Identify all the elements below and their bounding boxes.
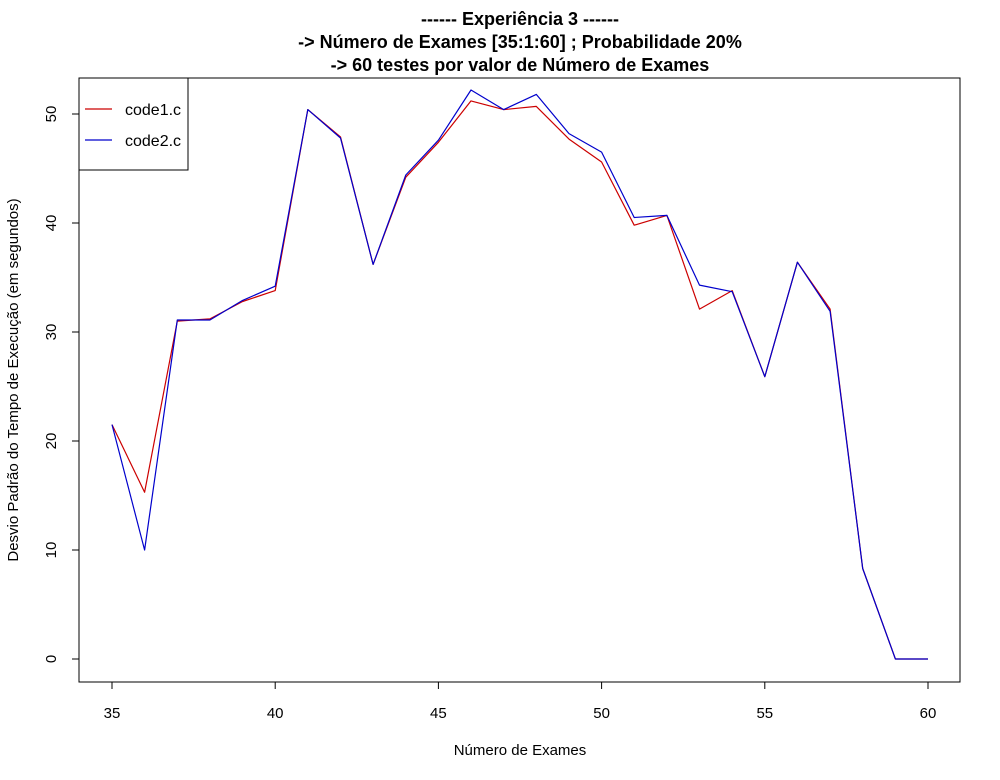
chart-title-line-1: ------ Experiência 3 ------ — [421, 9, 619, 29]
chart-title-line-3: -> 60 testes por valor de Número de Exam… — [331, 55, 710, 75]
legend: code1.c code2.c — [78, 77, 189, 171]
plot-frame — [78, 77, 961, 683]
x-tick-label: 40 — [267, 705, 284, 722]
series-line-code1-c — [111, 100, 928, 660]
x-tick-label: 60 — [920, 705, 937, 722]
legend-box — [78, 77, 189, 171]
y-tick-label: 0 — [43, 655, 60, 663]
y-tick-label: 40 — [43, 215, 60, 232]
x-tick-label: 35 — [104, 705, 121, 722]
x-tick-label: 50 — [593, 705, 610, 722]
x-axis-label: Número de Exames — [454, 742, 587, 759]
chart-title-line-2: -> Número de Exames [35:1:60] ; Probabil… — [298, 32, 742, 52]
x-axis: 35 40 45 50 55 60 — [104, 681, 937, 722]
y-tick-label: 10 — [43, 542, 60, 559]
y-tick-label: 30 — [43, 324, 60, 341]
y-tick-label: 50 — [43, 106, 60, 123]
y-tick-label: 20 — [43, 433, 60, 450]
y-axis-label: Desvio Padrão do Tempo de Execução (em s… — [5, 198, 22, 561]
series-line-code2-c — [111, 89, 928, 660]
legend-label-code2: code2.c — [125, 133, 181, 150]
y-axis: 0 10 20 30 40 50 — [43, 106, 80, 663]
legend-label-code1: code1.c — [125, 102, 181, 119]
x-tick-label: 45 — [430, 705, 447, 722]
x-tick-label: 55 — [756, 705, 773, 722]
series-layer — [111, 89, 928, 660]
